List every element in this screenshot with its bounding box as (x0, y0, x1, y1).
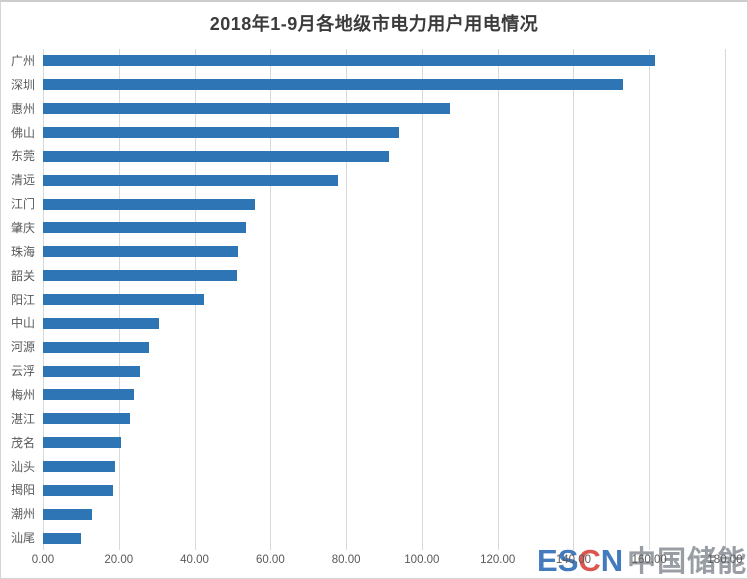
bar-row: 湛江 (11, 407, 725, 431)
bar-row: 揭阳 (11, 478, 725, 502)
bar (43, 174, 338, 186)
bar-rows: 广州深圳惠州佛山东莞清远江门肇庆珠海韶关阳江中山河源云浮梅州湛江茂名汕头揭阳潮州… (11, 49, 725, 550)
bar-row: 清远 (11, 168, 725, 192)
chart-title: 2018年1-9月各地级市电力用户用电情况 (209, 14, 539, 34)
bar-row: 惠州 (11, 97, 725, 121)
bar-row: 珠海 (11, 240, 725, 264)
category-label: 清远 (10, 173, 35, 188)
bar-row: 中山 (11, 311, 725, 335)
category-label: 阳江 (10, 292, 35, 307)
gridline (270, 49, 272, 550)
bar (43, 150, 389, 162)
category-label: 广州 (10, 53, 35, 68)
category-label: 揭阳 (10, 483, 35, 498)
category-label: 茂名 (10, 435, 35, 450)
category-label: 肇庆 (10, 220, 35, 235)
plot-area: 广州深圳惠州佛山东莞清远江门肇庆珠海韶关阳江中山河源云浮梅州湛江茂名汕头揭阳潮州… (11, 49, 726, 550)
x-tick-label: 0.00 (31, 554, 55, 566)
x-tick-label: 100.00 (404, 554, 440, 566)
bar-row: 江门 (11, 192, 725, 216)
watermark-logo-letter: N (600, 543, 624, 578)
x-tick-label: 160.00 (631, 554, 667, 566)
bar-row: 佛山 (11, 121, 725, 145)
category-label: 潮州 (10, 507, 35, 522)
x-tick-label: 40.00 (180, 554, 209, 566)
category-label: 东莞 (10, 149, 35, 164)
x-tick-label: 140.00 (555, 554, 592, 566)
watermark-logo-icon: ESCN (537, 545, 623, 576)
bar (43, 413, 131, 425)
bar-row: 肇庆 (11, 216, 725, 240)
bar-row: 云浮 (11, 359, 725, 383)
category-label: 梅州 (10, 387, 35, 402)
gridline (725, 49, 726, 550)
bar (43, 127, 400, 138)
x-tick-label: 180.00 (707, 554, 743, 566)
gridline (346, 49, 348, 550)
category-label: 云浮 (10, 364, 35, 379)
bar-row: 梅州 (11, 383, 725, 407)
x-tick-label: 60.00 (255, 554, 285, 566)
bar (43, 198, 256, 210)
category-label: 湛江 (10, 411, 35, 426)
gridline (573, 49, 575, 550)
bar-row: 茂名 (11, 431, 725, 455)
category-label: 韶关 (10, 268, 35, 283)
category-label: 珠海 (10, 244, 35, 259)
bar (43, 484, 114, 496)
bar-row: 潮州 (11, 502, 725, 526)
bar (43, 365, 140, 377)
x-tick-label: 120.00 (480, 554, 516, 566)
gridline (421, 49, 423, 550)
x-tick-label: 80.00 (331, 554, 361, 566)
bar-row: 汕尾 (11, 526, 725, 550)
bar (43, 55, 655, 67)
watermark-name: 中国储能网 (627, 546, 748, 578)
watermark: ESCN 中国储能网 (537, 545, 748, 578)
bar (43, 437, 122, 449)
bar (43, 270, 237, 282)
watermark-logo-letter: E (537, 543, 558, 578)
category-label: 河源 (10, 340, 35, 355)
bar (43, 508, 92, 520)
category-label: 中山 (10, 316, 35, 331)
bar (43, 103, 451, 115)
bar (43, 294, 204, 306)
bar (43, 389, 134, 401)
bar (43, 532, 81, 544)
x-tick-label: 20.00 (104, 554, 134, 566)
bar-row: 阳江 (11, 288, 725, 312)
category-label: 汕头 (10, 459, 35, 474)
bar-row: 广州 (11, 49, 725, 73)
category-label: 江门 (10, 197, 35, 212)
bar (43, 246, 239, 258)
bar (43, 461, 115, 473)
bar (43, 222, 247, 234)
bar-row: 东莞 (11, 144, 725, 168)
watermark-logo-letter: C (578, 543, 601, 578)
category-label: 汕尾 (10, 531, 35, 546)
x-axis: 0.00 20.00 40.00 60.00 80.00 100.00 120.00 140.… (32, 554, 743, 570)
category-label: 佛山 (10, 125, 35, 140)
gridline (649, 49, 651, 550)
category-label: 惠州 (10, 101, 35, 116)
bar (43, 341, 150, 353)
bar-row: 河源 (11, 335, 725, 359)
bar (43, 79, 624, 91)
bar-row: 韶关 (11, 264, 725, 288)
category-label: 深圳 (10, 77, 35, 92)
bar-row: 深圳 (11, 73, 725, 97)
bar-row: 汕头 (11, 455, 725, 479)
watermark-logo-letter: S (557, 543, 579, 578)
bar (43, 317, 159, 329)
gridline (497, 49, 499, 550)
